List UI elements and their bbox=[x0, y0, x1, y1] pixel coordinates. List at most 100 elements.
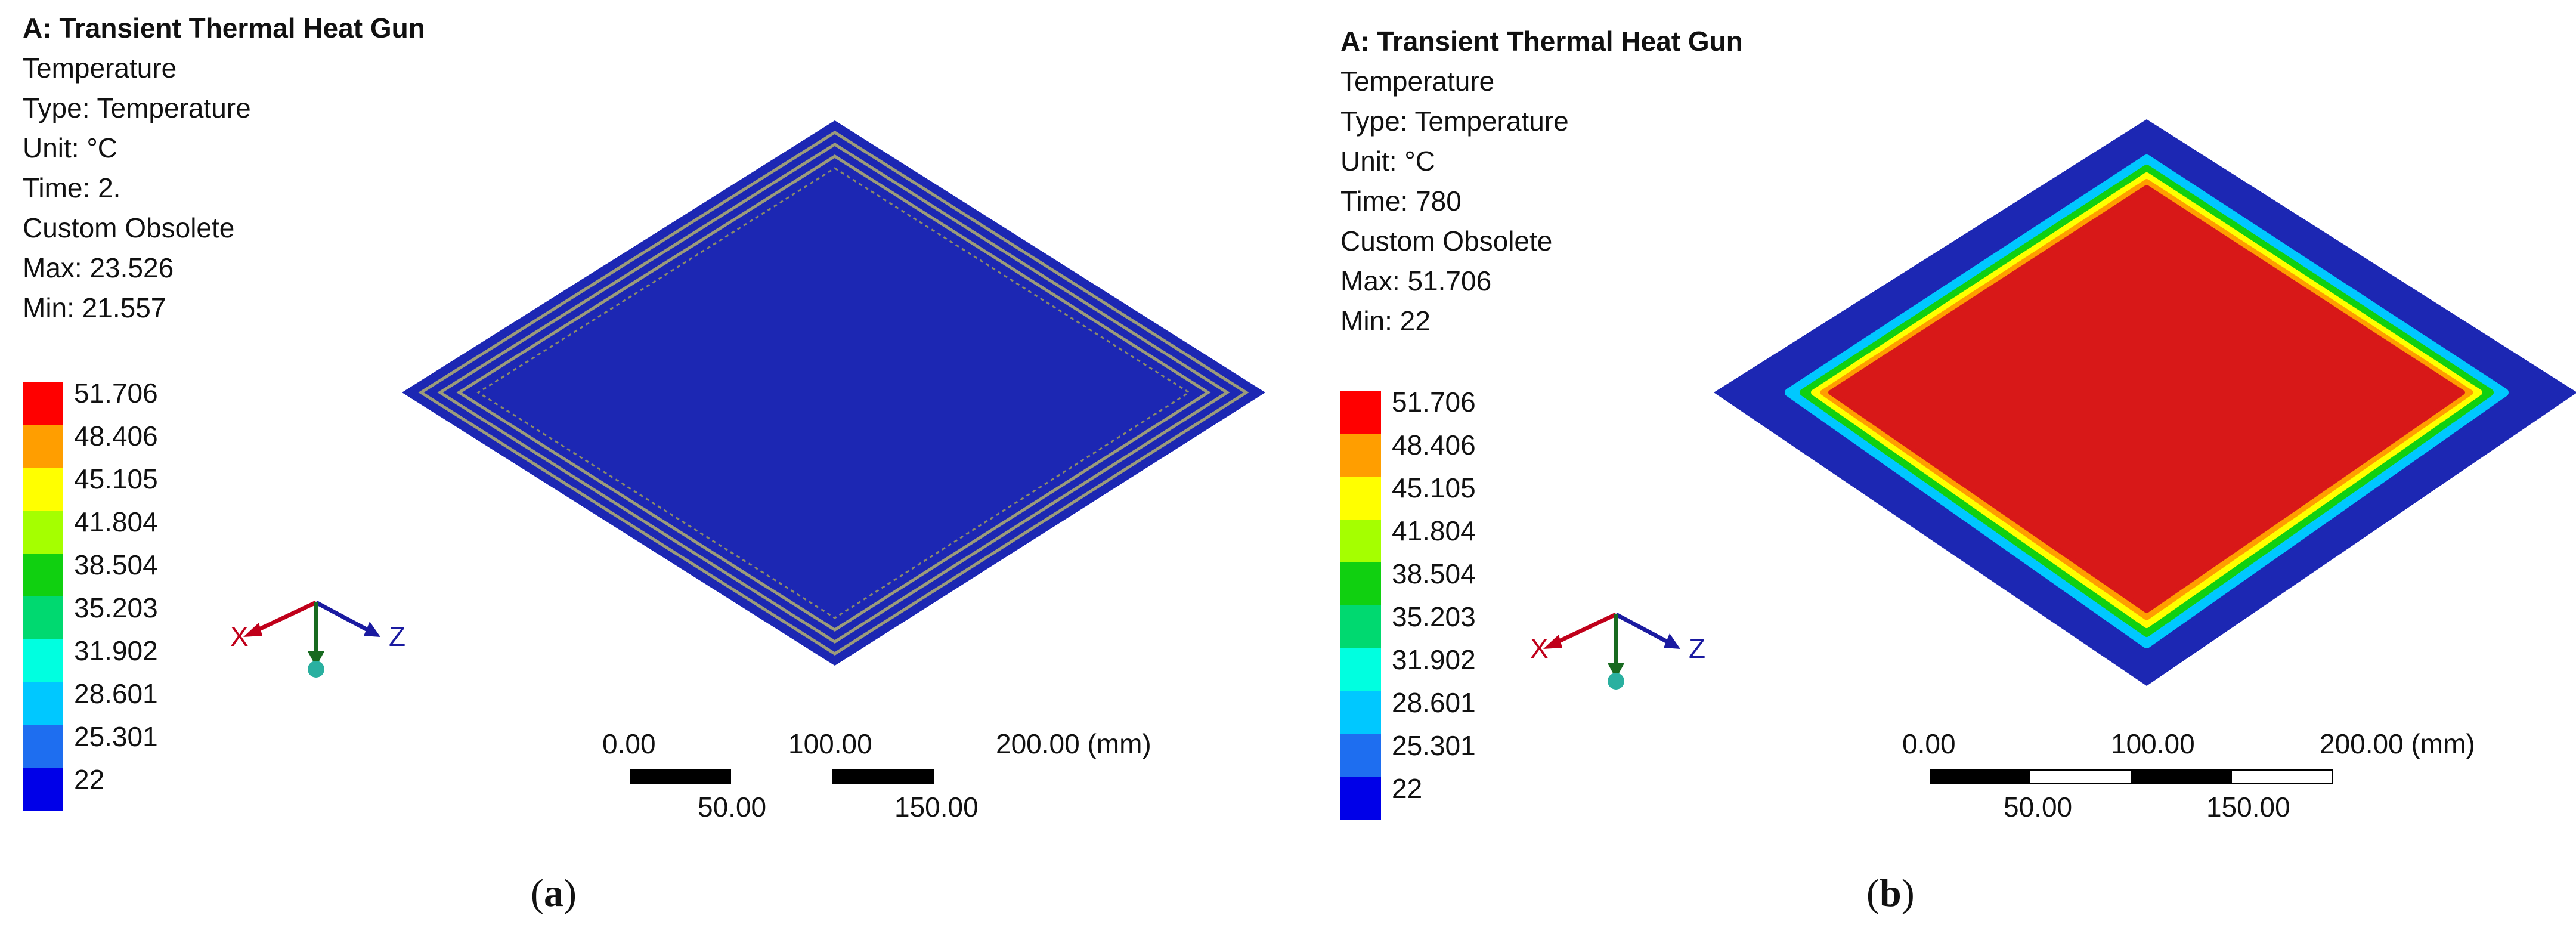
thermal-hot-zone bbox=[1828, 185, 2465, 613]
scale-tick-0: 0.00 bbox=[1902, 728, 1956, 759]
info-line-max: Max: 51.706 bbox=[1340, 265, 1492, 296]
z-axis-label: Z bbox=[389, 621, 406, 652]
scale-tick-200: 200.00 (mm) bbox=[996, 728, 1151, 759]
z-arrow-head bbox=[1664, 633, 1680, 649]
legend-value: 41.804 bbox=[74, 506, 158, 537]
info-line-max: Max: 23.526 bbox=[23, 252, 174, 283]
y-arrow-head bbox=[1608, 663, 1624, 679]
z-axis-arrow bbox=[315, 600, 371, 633]
info-line-time: Time: 2. bbox=[23, 172, 121, 203]
legend-swatch bbox=[1340, 477, 1381, 520]
x-arrow-head bbox=[243, 623, 262, 637]
y-arrow-head bbox=[308, 651, 324, 667]
legend-swatch bbox=[1340, 605, 1381, 648]
legend-value: 45.105 bbox=[1392, 472, 1476, 503]
info-line-unit: Unit: °C bbox=[23, 132, 117, 163]
legend-swatch bbox=[23, 382, 63, 425]
result-info: A: Transient Thermal Heat Gun Temperatur… bbox=[1340, 21, 1743, 341]
info-line-type: Type: Temperature bbox=[23, 92, 251, 123]
z-axis-label: Z bbox=[1689, 633, 1706, 664]
legend-value: 35.203 bbox=[1392, 601, 1476, 632]
legend-swatch bbox=[23, 554, 63, 596]
z-arrow-head bbox=[364, 622, 380, 637]
axis-triad: X Z bbox=[227, 585, 417, 704]
legend-value: 25.301 bbox=[74, 721, 158, 752]
legend-value: 38.504 bbox=[74, 549, 158, 580]
legend-value: 45.105 bbox=[74, 463, 158, 494]
heating-trace-middle bbox=[437, 143, 1230, 644]
legend-swatch bbox=[1340, 734, 1381, 777]
scale-segment-3 bbox=[832, 769, 934, 784]
triad-arrows bbox=[243, 600, 380, 678]
legend-swatch bbox=[1340, 648, 1381, 691]
result-info: A: Transient Thermal Heat Gun Temperatur… bbox=[23, 8, 425, 328]
subcaption-close: ) bbox=[563, 871, 577, 915]
info-line-type: Type: Temperature bbox=[1340, 106, 1569, 137]
legend-value: 28.601 bbox=[1392, 687, 1476, 718]
result-title: A: Transient Thermal Heat Gun bbox=[23, 13, 425, 44]
legend-value: 35.203 bbox=[74, 592, 158, 623]
info-line-quantity: Temperature bbox=[1340, 66, 1495, 97]
plate-model bbox=[1714, 119, 2576, 686]
scale-bar: 0.00 100.00 200.00 (mm) 50.00 150.00 bbox=[584, 728, 1181, 823]
legend-swatch bbox=[23, 768, 63, 811]
scale-tick-0: 0.00 bbox=[602, 728, 656, 759]
x-axis-label: X bbox=[230, 621, 249, 652]
y-axis-ball bbox=[308, 661, 324, 678]
heating-trace-inner bbox=[456, 154, 1211, 632]
y-axis-ball bbox=[1608, 673, 1624, 690]
legend-value: 48.406 bbox=[1392, 429, 1476, 460]
legend-value: 31.902 bbox=[74, 635, 158, 666]
info-line-custom: Custom Obsolete bbox=[1340, 225, 1553, 256]
legend-value: 38.504 bbox=[1392, 558, 1476, 589]
scale-tick-150: 150.00 bbox=[894, 791, 979, 823]
legend-swatch bbox=[23, 596, 63, 639]
legend-value: 51.706 bbox=[74, 378, 158, 409]
x-axis-arrow bbox=[1552, 612, 1617, 647]
info-line-custom: Custom Obsolete bbox=[23, 212, 235, 243]
plate-model bbox=[402, 120, 1265, 666]
legend-value: 28.601 bbox=[74, 678, 158, 709]
result-title: A: Transient Thermal Heat Gun bbox=[1340, 26, 1743, 57]
legend-swatch bbox=[1340, 434, 1381, 477]
x-axis-label: X bbox=[1530, 633, 1549, 664]
heating-trace-core bbox=[476, 167, 1191, 619]
legend-swatch bbox=[1340, 562, 1381, 605]
legend-value: 22 bbox=[74, 764, 105, 795]
legend-value: 51.706 bbox=[1392, 387, 1476, 418]
info-line-time: Time: 780 bbox=[1340, 185, 1462, 217]
legend-swatch bbox=[23, 725, 63, 768]
scale-tick-50: 50.00 bbox=[698, 791, 767, 823]
scale-tick-50: 50.00 bbox=[2004, 791, 2073, 823]
plate-surface bbox=[402, 120, 1265, 666]
legend-swatch bbox=[1340, 691, 1381, 734]
panel-a: A: Transient Thermal Heat Gun Temperatur… bbox=[23, 8, 1265, 916]
info-line-min: Min: 22 bbox=[1340, 305, 1431, 336]
x-arrow-head bbox=[1543, 635, 1562, 649]
scale-segment-1 bbox=[1930, 769, 2030, 784]
legend-swatch bbox=[23, 639, 63, 682]
legend-swatch bbox=[23, 425, 63, 468]
legend-value: 31.902 bbox=[1392, 644, 1476, 675]
triad-arrows bbox=[1543, 612, 1680, 690]
x-axis-arrow bbox=[252, 600, 317, 635]
panel-b: A: Transient Thermal Heat Gun Temperatur… bbox=[1312, 0, 2576, 943]
legend-value: 48.406 bbox=[74, 421, 158, 452]
scale-tick-100: 100.00 bbox=[2111, 728, 2195, 759]
subcaption-open: ( bbox=[531, 871, 544, 915]
scale-segment-3 bbox=[2131, 769, 2232, 784]
info-line-quantity: Temperature bbox=[23, 52, 177, 84]
axis-triad: X Z bbox=[1527, 596, 1717, 716]
heating-trace-outer bbox=[418, 131, 1249, 656]
legend-swatch bbox=[1340, 391, 1381, 434]
legend-value: 41.804 bbox=[1392, 515, 1476, 546]
subfigure-label-a: (a) bbox=[531, 871, 577, 916]
scale-tick-200: 200.00 (mm) bbox=[2320, 728, 2475, 759]
subfigure-label-b: (b) bbox=[1866, 871, 1915, 916]
legend-swatch bbox=[1340, 520, 1381, 562]
scale-segment-1 bbox=[630, 769, 731, 784]
legend-swatch bbox=[23, 511, 63, 554]
subcaption-open: ( bbox=[1866, 871, 1880, 915]
z-axis-arrow bbox=[1615, 612, 1671, 645]
legend-value: 25.301 bbox=[1392, 730, 1476, 761]
